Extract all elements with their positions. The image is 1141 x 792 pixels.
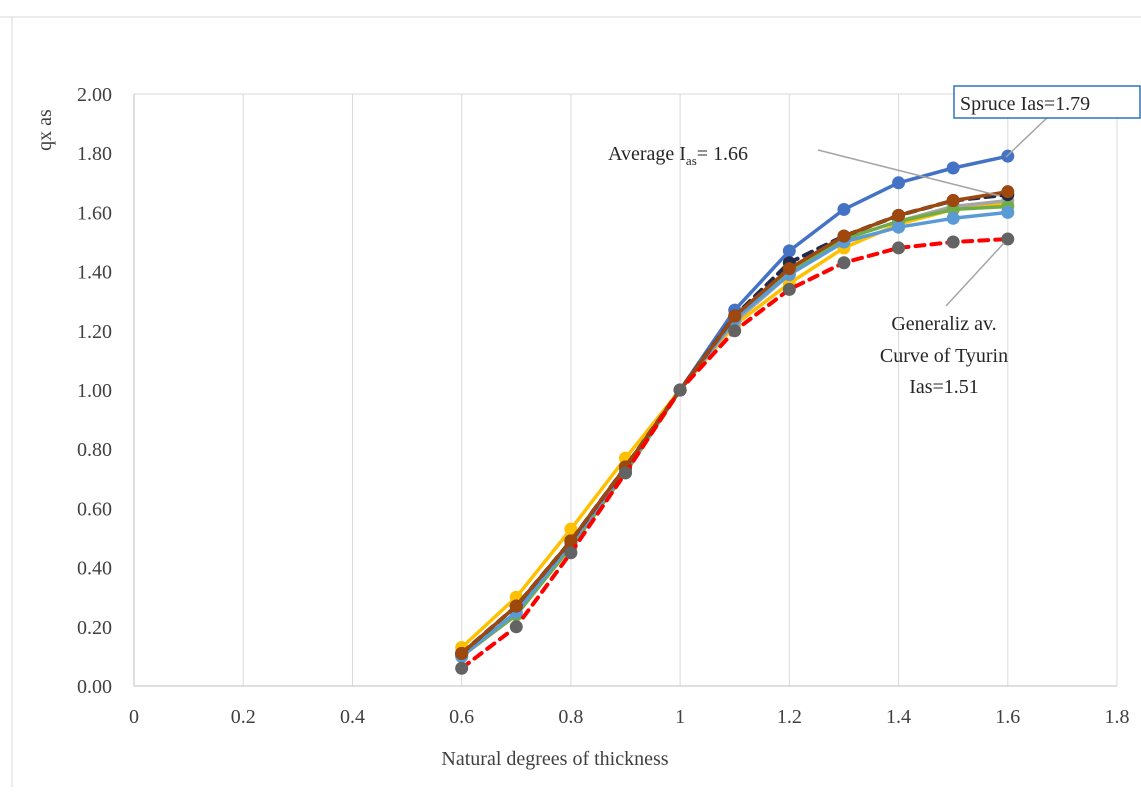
data-point [455, 646, 469, 660]
y-tick-label: 1.60 [77, 202, 112, 224]
data-point [946, 211, 960, 225]
x-tick-label: 0.6 [449, 706, 474, 728]
data-point [946, 161, 960, 175]
data-point [564, 534, 578, 548]
y-tick-label: 0.80 [77, 439, 112, 461]
data-point [892, 208, 906, 222]
y-tick-label: 2.00 [77, 84, 112, 106]
series-1 [455, 194, 1015, 660]
x-tick-label: 1 [675, 706, 685, 728]
data-point [564, 522, 578, 536]
data-point [728, 324, 742, 338]
spruce-leader-line [1005, 114, 1051, 158]
tyurin-leader-line [945, 242, 1005, 307]
data-point [837, 202, 851, 216]
x-tick-label: 0.4 [340, 706, 365, 728]
data-point [892, 220, 906, 234]
gridlines [134, 93, 1118, 686]
data-point [455, 661, 469, 675]
y-tick-label: 1.00 [77, 380, 112, 402]
y-tick-label: 1.80 [77, 143, 112, 165]
x-tick-label: 1.6 [995, 706, 1020, 728]
data-point [782, 282, 796, 296]
x-tick-label: 1.8 [1105, 706, 1130, 728]
y-tick-label: 0.60 [77, 498, 112, 520]
series-line [459, 189, 1010, 656]
y-tick-label: 0.00 [77, 676, 112, 698]
data-point [946, 235, 960, 249]
data-point [782, 244, 796, 258]
x-tick-label: 0.2 [231, 706, 256, 728]
data-point [782, 262, 796, 276]
series-line [459, 192, 1010, 656]
y-tick-label: 1.20 [77, 321, 112, 343]
data-point [837, 229, 851, 243]
x-tick-label: 1.2 [777, 706, 802, 728]
y-axis-title: qx as [34, 109, 56, 151]
tyurin-label-line3: Ias=1.51 [909, 376, 979, 398]
average-label-subscript: as [686, 153, 697, 168]
series-line [459, 198, 1010, 656]
data-point [1001, 205, 1015, 219]
tick-labels: 0 0.2 0.4 0.6 0.8 1 1.2 1.4 1.6 1.8 0.00 0.20 0.40 0.… [77, 84, 1130, 728]
data-point [946, 202, 960, 216]
x-axis-title: Natural degrees of thickness [441, 748, 668, 770]
series-2 [455, 199, 1015, 663]
y-tick-label: 0.40 [77, 558, 112, 580]
y-tick-label: 1.40 [77, 262, 112, 284]
data-point [837, 256, 851, 270]
data-point [564, 546, 578, 560]
data-point [509, 620, 523, 634]
average-annotation: Average Ias= 1.66 [608, 143, 1001, 197]
data-point [728, 309, 742, 323]
data-point [892, 176, 906, 190]
data-point [946, 194, 960, 208]
data-point [1001, 232, 1015, 246]
axes [133, 94, 1117, 687]
tyurin-label-line2: Curve of Tyurin [880, 345, 1008, 367]
average-leader-line [817, 149, 1001, 197]
series-7 [455, 232, 1015, 675]
data-point [673, 383, 687, 397]
tyurin-annotation: Generaliz av. Curve of Tyurin Ias=1.51 [880, 242, 1008, 398]
spruce-label-box [953, 85, 1141, 119]
data-point [892, 241, 906, 255]
average-label: Average Ias= 1.66 [608, 143, 748, 168]
data-point [1001, 185, 1015, 199]
average-label-prefix: Average I [608, 143, 686, 165]
x-tick-label: 0 [129, 706, 139, 728]
data-point [619, 466, 632, 480]
series-group [455, 149, 1015, 675]
spruce-label: Spruce Ias=1.79 [960, 93, 1090, 115]
y-tick-label: 0.20 [77, 617, 112, 639]
average-label-suffix: = 1.66 [697, 143, 748, 165]
series-3 [455, 205, 1015, 663]
x-tick-label: 1.4 [886, 706, 911, 728]
series-line [459, 237, 1010, 671]
tyurin-label-line1: Generaliz av. [891, 313, 996, 335]
x-tick-label: 0.8 [558, 706, 583, 728]
spruce-annotation: Spruce Ias=1.79 [953, 85, 1141, 158]
data-point [509, 599, 523, 613]
